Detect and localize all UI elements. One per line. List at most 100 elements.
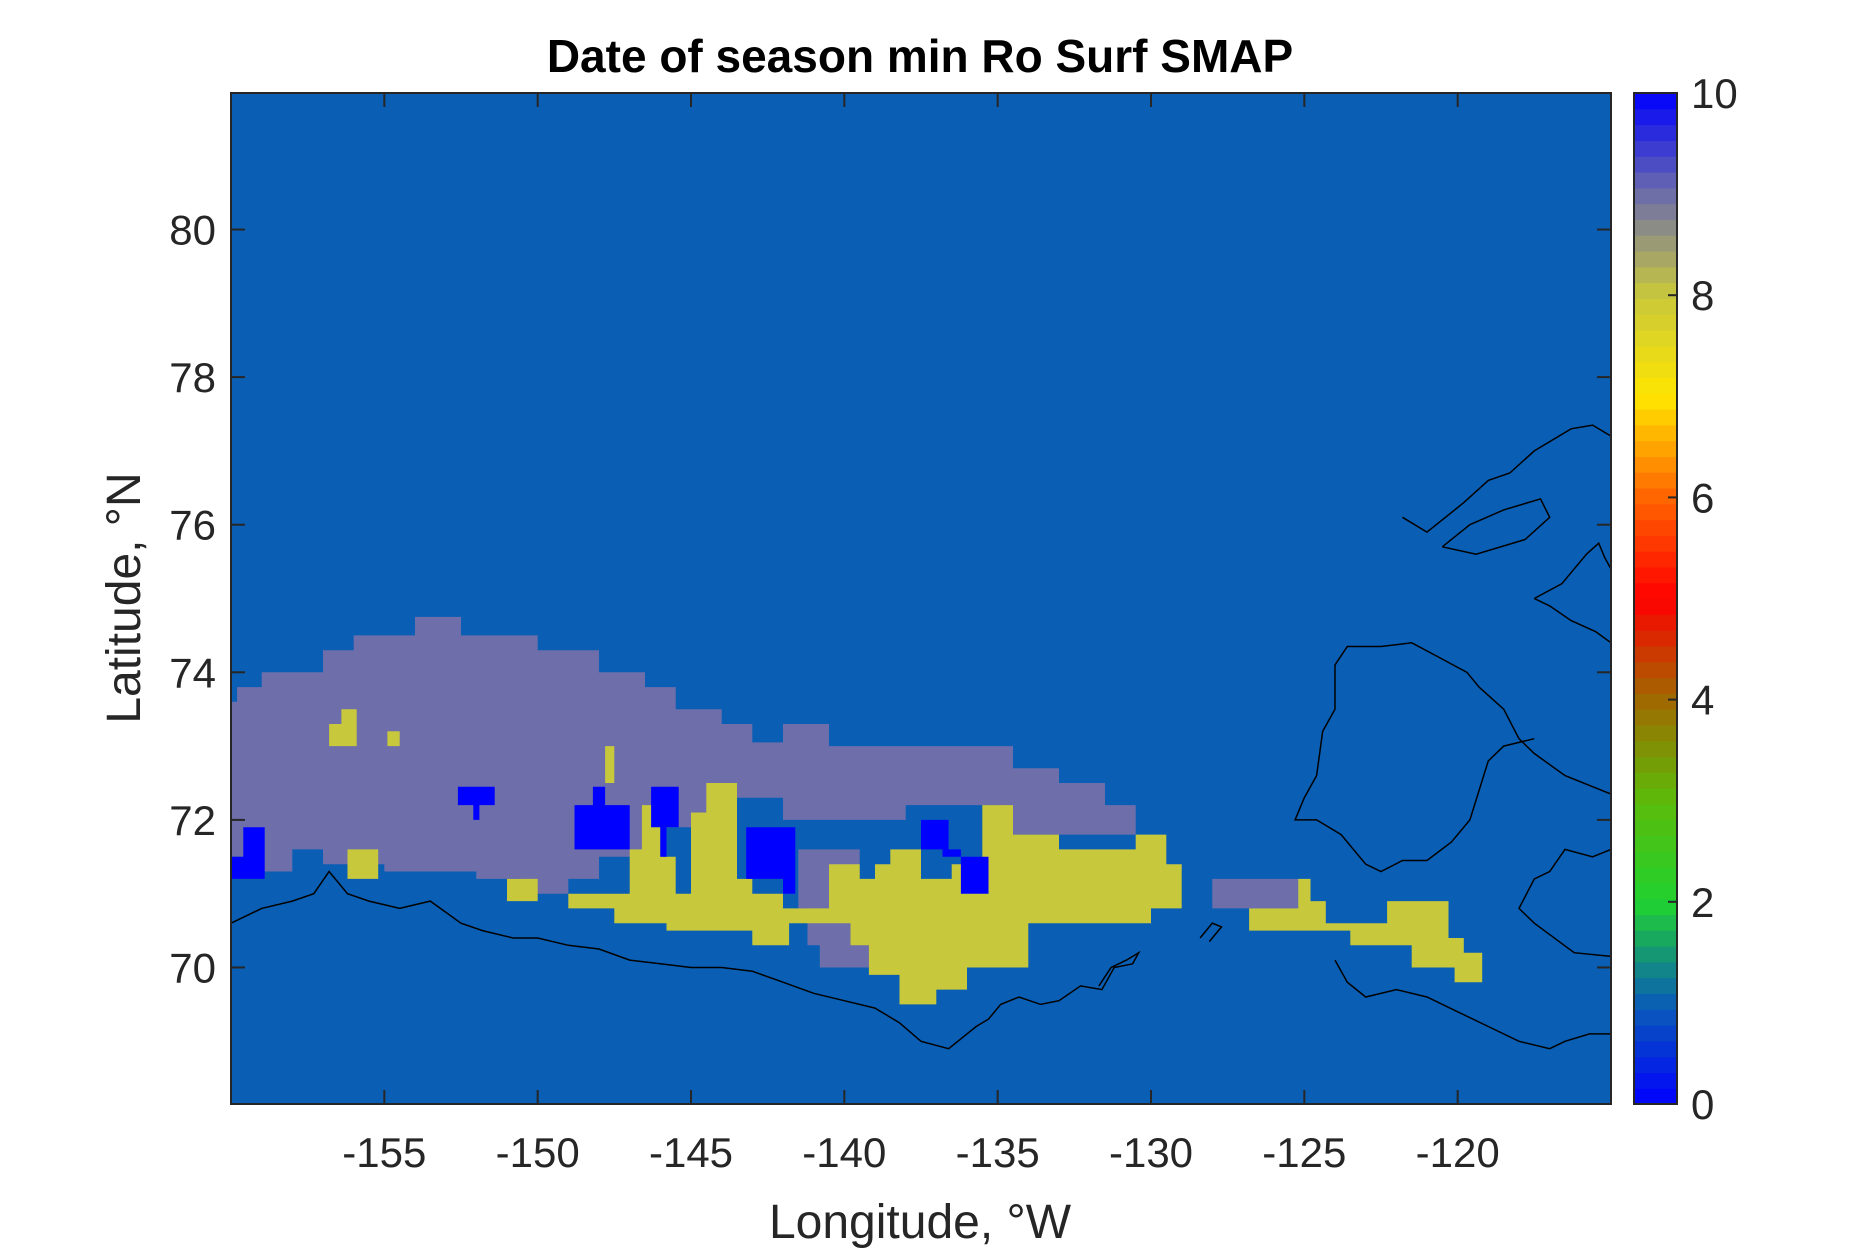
colorbar-cell (1634, 661, 1677, 679)
heatmap-region-12 (574, 786, 630, 850)
colorbar-tick-label: 6 (1691, 474, 1714, 521)
colorbar-cell (1634, 1056, 1677, 1074)
colorbar-cell (1634, 946, 1677, 963)
colorbar-cell (1634, 487, 1677, 505)
colorbar-cell (1634, 408, 1677, 426)
colorbar-cell (1634, 503, 1677, 521)
y-tick-label: 70 (169, 944, 216, 991)
y-tick-label: 78 (169, 354, 216, 401)
colorbar-cell (1634, 898, 1677, 916)
colorbar-cell (1634, 614, 1677, 631)
colorbar-cell (1634, 598, 1677, 615)
heatmap-region-3 (329, 709, 357, 747)
colorbar-cell (1634, 740, 1677, 758)
heatmap-region-2 (1212, 878, 1299, 909)
colorbar: 0 2 4 6 8 10 (1633, 70, 1738, 1128)
colorbar-cell (1634, 882, 1677, 900)
colorbar-frame (1633, 92, 1678, 1105)
heatmap-region-4 (387, 731, 400, 747)
heatmap-region-6 (347, 849, 379, 879)
colorbar-cell (1634, 345, 1677, 363)
colorbar-cell (1634, 914, 1677, 931)
colorbar-cell (1634, 329, 1677, 347)
colorbar-cell (1634, 677, 1677, 694)
colorbar-cell (1634, 772, 1677, 789)
coastline-1 (1199, 922, 1223, 943)
coastline-4 (1293, 642, 1611, 873)
colorbar-ticks: 0 2 4 6 8 10 (1668, 70, 1738, 1128)
coastline-5 (1402, 424, 1611, 534)
colorbar-cell (1634, 993, 1677, 1010)
heatmap-region-15 (921, 819, 989, 894)
colorbar-cell (1634, 93, 1677, 110)
y-tick-label: 72 (169, 797, 216, 844)
y-tick-label: 80 (169, 207, 216, 254)
colorbar-cell (1634, 551, 1677, 568)
coastline-0 (231, 870, 1141, 1050)
coastline-6 (1441, 498, 1551, 555)
colorbar-cell (1634, 867, 1677, 884)
colorbar-cell (1634, 961, 1677, 979)
colorbar-cell (1634, 535, 1677, 552)
colorbar-cell (1634, 250, 1677, 268)
colorbar-cell (1634, 724, 1677, 742)
colorbar-cell (1634, 298, 1677, 315)
colorbar-cell (1634, 314, 1677, 331)
colorbar-cell (1634, 709, 1677, 726)
colorbar-cell (1634, 566, 1677, 584)
colorbar-cell (1634, 282, 1677, 299)
colorbar-cell (1634, 519, 1677, 536)
colorbar-tick-label: 4 (1691, 677, 1714, 724)
x-tick-label: -155 (342, 1129, 426, 1176)
colorbar-cell (1634, 235, 1677, 252)
colorbar-tick-label: 0 (1691, 1081, 1714, 1128)
coastline-2 (1334, 959, 1611, 1050)
colorbar-cell (1634, 266, 1677, 284)
heatmap-region-8 (568, 783, 1182, 1005)
x-axis-label: Longitude, °W (769, 1196, 1072, 1249)
y-tick-label: 74 (169, 649, 216, 696)
heatmap-regions (231, 616, 1483, 1005)
colorbar-cell (1634, 630, 1677, 647)
plot-area: -155 -150 -145 -140 -135 -130 -125 -120 7072747… (169, 92, 1612, 1176)
colorbar-cell (1634, 803, 1677, 821)
x-tick-label: -145 (649, 1129, 733, 1176)
colorbar-cell (1634, 187, 1677, 205)
heatmap-region-9 (1249, 878, 1483, 983)
x-tick-label: -140 (802, 1129, 886, 1176)
colorbar-cell (1634, 1040, 1677, 1058)
y-tick-label: 76 (169, 502, 216, 549)
x-axis-ticks: -155 -150 -145 -140 -135 -130 -125 -120 (342, 93, 1500, 1176)
heatmap-region-5 (605, 746, 615, 783)
x-tick-label: -125 (1262, 1129, 1346, 1176)
colorbar-cell (1634, 456, 1677, 473)
colorbar-cell (1634, 203, 1677, 220)
colorbar-tick-label: 10 (1691, 70, 1738, 117)
heatmap-region-7 (507, 878, 538, 902)
colorbar-cell (1634, 219, 1677, 236)
colorbar-cell (1634, 819, 1677, 837)
colorbar-cell (1634, 171, 1677, 189)
colorbar-cell (1634, 1025, 1677, 1042)
coastline-8 (1533, 597, 1611, 644)
colorbar-cell (1634, 930, 1677, 947)
colorbar-cell (1634, 693, 1677, 710)
colorbar-cell (1634, 756, 1677, 773)
heatmap-region-14 (746, 827, 796, 894)
colorbar-cell (1634, 851, 1677, 868)
chart-title: Date of season min Ro Surf SMAP (547, 30, 1293, 82)
colorbar-cell (1634, 156, 1677, 173)
colorbar-cell (1634, 393, 1677, 410)
colorbar-cell (1634, 361, 1677, 378)
heatmap-region-10 (231, 827, 265, 879)
colorbar-cell (1634, 645, 1677, 663)
colorbar-cell (1634, 377, 1677, 394)
heatmap-region-13 (651, 786, 679, 857)
colorbar-gradient (1634, 93, 1677, 1105)
colorbar-cell (1634, 472, 1677, 489)
colorbar-cell (1634, 124, 1677, 141)
x-tick-label: -150 (496, 1129, 580, 1176)
x-tick-label: -130 (1109, 1129, 1193, 1176)
coastline-7 (1533, 541, 1611, 600)
